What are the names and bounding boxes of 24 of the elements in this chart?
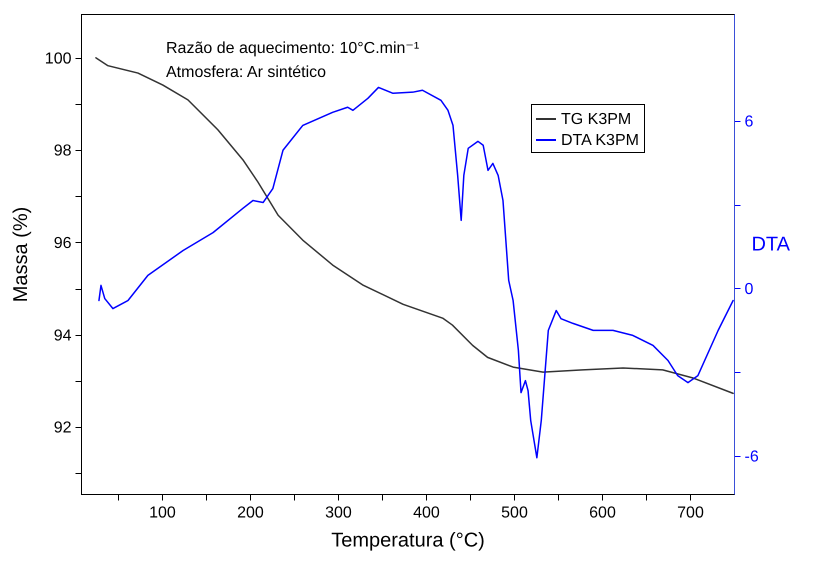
- line-series: [98, 86, 734, 458]
- y-tick-label: 92: [54, 420, 72, 437]
- x-axis-title: Temperatura (°C): [331, 530, 485, 552]
- y-tick-label: 94: [54, 327, 72, 344]
- x-tick-label: 400: [413, 504, 440, 522]
- x-tick-label: 600: [589, 504, 616, 522]
- x-tick-label: 100: [149, 504, 176, 522]
- y2-axis-title: DTA: [751, 234, 791, 256]
- x-tick-label: 700: [677, 504, 704, 522]
- y2-tick-label: 0: [744, 280, 754, 298]
- y2-tick-label: -6: [744, 448, 759, 466]
- legend-label: DTA K3PM: [561, 132, 639, 149]
- x-tick-label: 300: [325, 504, 352, 522]
- y-axis-title: Massa (%): [10, 206, 32, 302]
- annotation: Atmosfera: Ar sintético: [166, 64, 326, 81]
- legend-label: TG K3PM: [561, 111, 632, 128]
- x-tick-label: 500: [501, 504, 528, 522]
- y-tick-label: 98: [54, 142, 72, 160]
- y-tick-label: 100: [44, 50, 72, 68]
- y2-tick-label: 6: [744, 113, 754, 130]
- x-tick-label: 200: [237, 504, 264, 522]
- annotation: Razão de aquecimento: 10°C.min⁻¹: [166, 40, 420, 57]
- line-series: [95, 57, 734, 394]
- y-tick-label: 96: [54, 234, 72, 252]
